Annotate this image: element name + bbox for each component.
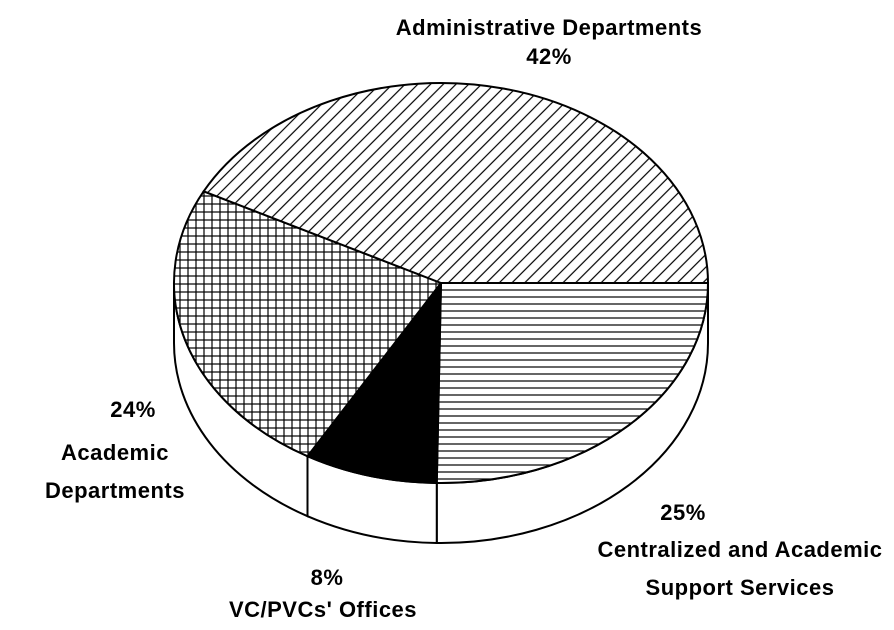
slice (435, 282, 710, 484)
slice (305, 279, 443, 484)
slice-label: VC/PVCs' Offices (228, 597, 418, 622)
slice-label: Administrative Departments (395, 15, 703, 40)
value-label: 24% (110, 397, 156, 422)
value-label: 42% (526, 44, 572, 69)
slice (202, 82, 710, 284)
slice-label: Centralized and Academic Support Service… (597, 537, 883, 600)
slice-label: Academic Departments (45, 440, 185, 503)
value-label: 25% (660, 500, 706, 525)
value-label: 8% (310, 565, 344, 590)
